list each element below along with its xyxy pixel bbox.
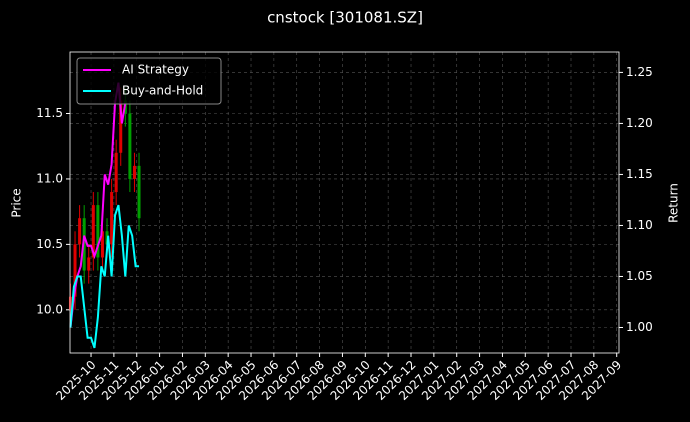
candle-body [119, 100, 123, 153]
candle-body [96, 205, 100, 258]
return-line [69, 204, 140, 349]
candle-body [137, 165, 141, 219]
y2-tick-label: 1.15 [626, 167, 653, 181]
y2-axis-label: Return [667, 183, 681, 223]
plot-frame [69, 51, 620, 354]
candle-body [110, 192, 114, 245]
candle-body [87, 257, 91, 271]
legend-box [76, 57, 222, 105]
y-axis-label: Price [10, 188, 24, 217]
y2-tick-label: 1.05 [626, 269, 653, 283]
candle-body [91, 205, 95, 258]
y2-tick-label: 1.20 [626, 116, 653, 130]
candle-body [132, 165, 136, 179]
candle-body [114, 152, 118, 193]
legend-label: AI Strategy [122, 63, 189, 77]
candle-body [100, 231, 104, 258]
candle-body [73, 244, 77, 297]
y-tick-label: 10.5 [36, 237, 63, 251]
y-tick-label: 11.5 [36, 106, 63, 120]
y2-tick-label: 1.10 [626, 218, 653, 232]
legend-label: Buy-and-Hold [122, 84, 203, 98]
y-tick-label: 10.0 [36, 302, 63, 316]
candle-body [128, 113, 132, 179]
y2-tick-label: 1.25 [626, 65, 653, 79]
y2-tick-label: 1.00 [626, 320, 653, 334]
candle-body [68, 296, 72, 310]
candle-body [78, 218, 82, 245]
y-tick-label: 11.0 [36, 171, 63, 185]
chart-title: cnstock [301081.SZ] [267, 9, 423, 27]
